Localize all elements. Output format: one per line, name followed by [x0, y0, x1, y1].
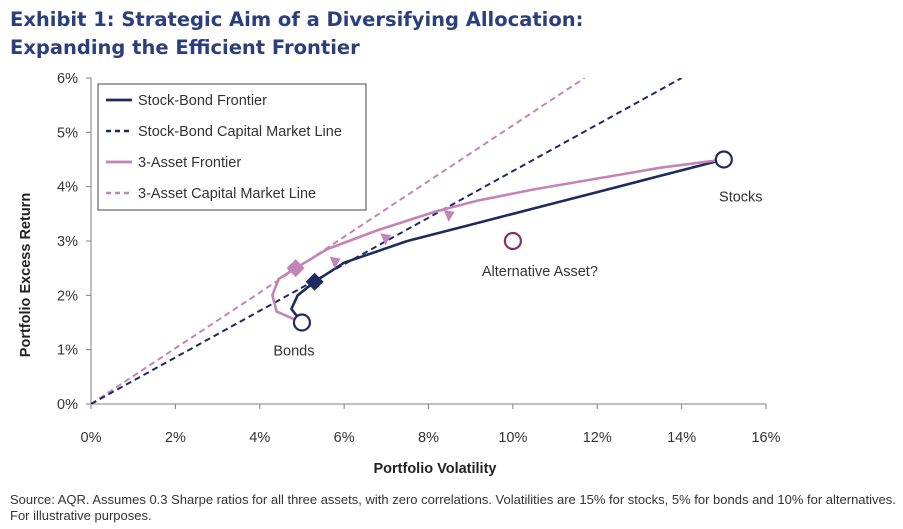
- three-asset-cml-line: [91, 78, 586, 404]
- legend-stock-bond-frontier-label: Stock-Bond Frontier: [138, 93, 267, 109]
- chart-title: Exhibit 1: Strategic Aim of a Diversifyi…: [10, 6, 890, 62]
- y-tick-label: 3%: [57, 234, 78, 250]
- title-line-2: Expanding the Efficient Frontier: [10, 36, 360, 59]
- y-tick-label: 4%: [57, 180, 78, 196]
- x-tick-label: 4%: [249, 430, 270, 446]
- alternative-asset-point-label: Alternative Asset?: [482, 264, 598, 280]
- x-tick-label: 2%: [165, 430, 186, 446]
- title-line-1: Exhibit 1: Strategic Aim of a Diversifyi…: [10, 8, 584, 31]
- three-asset-frontier-line: [271, 158, 724, 321]
- frontier-arrow-marker: [329, 256, 341, 269]
- stock-bond-tangency-marker: [305, 272, 324, 291]
- frontier-arrow-marker: [443, 209, 455, 222]
- x-tick-label: 16%: [751, 430, 780, 446]
- stocks-point-label: Stocks: [719, 190, 763, 206]
- bonds-point-label: Bonds: [273, 344, 314, 360]
- y-tick-label: 2%: [57, 288, 78, 304]
- x-tick-label: 12%: [583, 430, 612, 446]
- source-note: Source: AQR. Assumes 0.3 Sharpe ratios f…: [10, 492, 896, 523]
- three-asset-tangency-marker: [286, 259, 305, 278]
- x-tick-label: 8%: [418, 430, 439, 446]
- x-tick-label: 6%: [334, 430, 355, 446]
- stock-bond-frontier-line: [290, 158, 725, 324]
- alternative-asset-point: [503, 231, 522, 251]
- legend-stock-bond-cml-label: Stock-Bond Capital Market Line: [138, 124, 342, 140]
- x-tick-label: 14%: [667, 430, 696, 446]
- y-axis-label: Portfolio Excess Return: [18, 193, 34, 357]
- x-tick-label: 10%: [498, 430, 527, 446]
- frontier-arrow-marker: [380, 233, 392, 246]
- chart: 0% 1% 2% 3% 4% 5% 6% 0% 2% 4% 6% 8% 10% 12% 14% 16% Port…: [18, 71, 781, 477]
- stocks-point: [714, 150, 733, 169]
- x-axis-label: Portfolio Volatility: [374, 461, 497, 477]
- y-tick-label: 1%: [57, 343, 78, 359]
- legend-three-asset-cml-label: 3-Asset Capital Market Line: [138, 186, 316, 202]
- stock-bond-cml-line: [91, 78, 683, 404]
- x-tick-label: 0%: [81, 430, 102, 446]
- y-tick-label: 6%: [57, 71, 78, 87]
- legend-box: [97, 83, 367, 211]
- y-tick-label: 0%: [57, 397, 78, 413]
- bonds-point: [292, 313, 312, 332]
- y-tick-label: 5%: [57, 125, 78, 141]
- legend-three-asset-frontier-label: 3-Asset Frontier: [138, 155, 241, 171]
